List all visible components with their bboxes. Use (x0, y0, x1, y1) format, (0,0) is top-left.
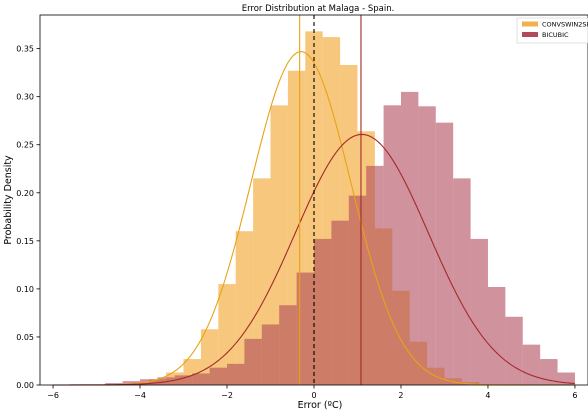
histogram-bar-bicubic-6 (209, 367, 228, 385)
y-tick-label: 0.15 (16, 237, 34, 246)
histogram-bar-bicubic-17 (400, 91, 419, 385)
mean-lines (299, 15, 362, 385)
histogram-bar-bicubic-9 (261, 324, 280, 385)
x-tick-label: 0 (311, 391, 316, 400)
histogram-bar-bicubic-0 (105, 383, 123, 385)
y-axis-label: Probability Density (3, 155, 14, 245)
histogram-bar-bicubic-10 (279, 305, 297, 385)
histogram-bar-bicubic-15 (366, 165, 384, 385)
y-tick-label: 0.10 (16, 285, 34, 294)
x-tick-label: 6 (572, 391, 577, 400)
histogram-bar-bicubic-8 (244, 338, 262, 385)
x-tick-label: −2 (221, 391, 233, 400)
x-tick-label: −4 (134, 391, 146, 400)
histogram-bar-bicubic-24 (522, 344, 541, 385)
legend-swatch-bicubic (522, 32, 538, 37)
y-tick-label: 0.20 (16, 189, 34, 198)
x-axis-ticks: −6 −4 −2 0 2 4 6 (47, 385, 577, 400)
histogram-bar-bicubic-20 (453, 178, 471, 385)
x-axis-label: Error (ºC) (298, 400, 343, 411)
histogram-bar-bicubic-22 (487, 286, 506, 385)
chart-title: Error Distribution at Malaga - Spain. (242, 4, 395, 14)
x-tick-label: 2 (398, 391, 403, 400)
x-tick-label: 4 (485, 391, 490, 400)
histogram-bar-bicubic-4 (174, 375, 193, 385)
histogram-bar-bicubic-19 (435, 122, 454, 386)
histogram-bar-bicubic-13 (331, 220, 349, 385)
histogram-bar-bicubic-16 (383, 105, 401, 386)
legend-swatch-convswin2sr (522, 21, 538, 27)
y-tick-label: 0.00 (16, 381, 34, 390)
y-tick-label: 0.35 (16, 45, 34, 54)
histogram-bar-bicubic-14 (348, 195, 367, 385)
legend-label-convswin2sr: CONVSWIN2SR (542, 21, 588, 29)
histogram-bar-convswin2sr-6 (218, 284, 236, 385)
histogram-bar-bicubic-23 (505, 316, 523, 385)
histogram-bar-bicubic-21 (470, 238, 488, 385)
y-tick-label: 0.25 (16, 141, 34, 150)
y-tick-label: 0.30 (16, 93, 34, 102)
histogram-bar-bicubic-5 (192, 373, 210, 385)
histogram-bar-bicubic-25 (540, 359, 558, 385)
y-tick-label: 0.05 (16, 333, 34, 342)
legend-label-bicubic: BICUBIC (542, 31, 569, 39)
y-axis-ticks: 0.00 0.05 0.10 0.15 0.20 0.25 0.30 0.35 (16, 45, 40, 390)
bicubic-bars (105, 91, 575, 386)
histogram-bar-bicubic-18 (418, 106, 436, 385)
histogram-bar-bicubic-1 (122, 381, 141, 385)
legend: CONVSWIN2SR BICUBIC (516, 17, 588, 44)
histogram-bar-bicubic-7 (227, 363, 245, 385)
histogram-bar-bicubic-12 (314, 238, 332, 385)
x-tick-label: −6 (47, 391, 59, 400)
histogram-bar-bicubic-11 (296, 272, 314, 385)
